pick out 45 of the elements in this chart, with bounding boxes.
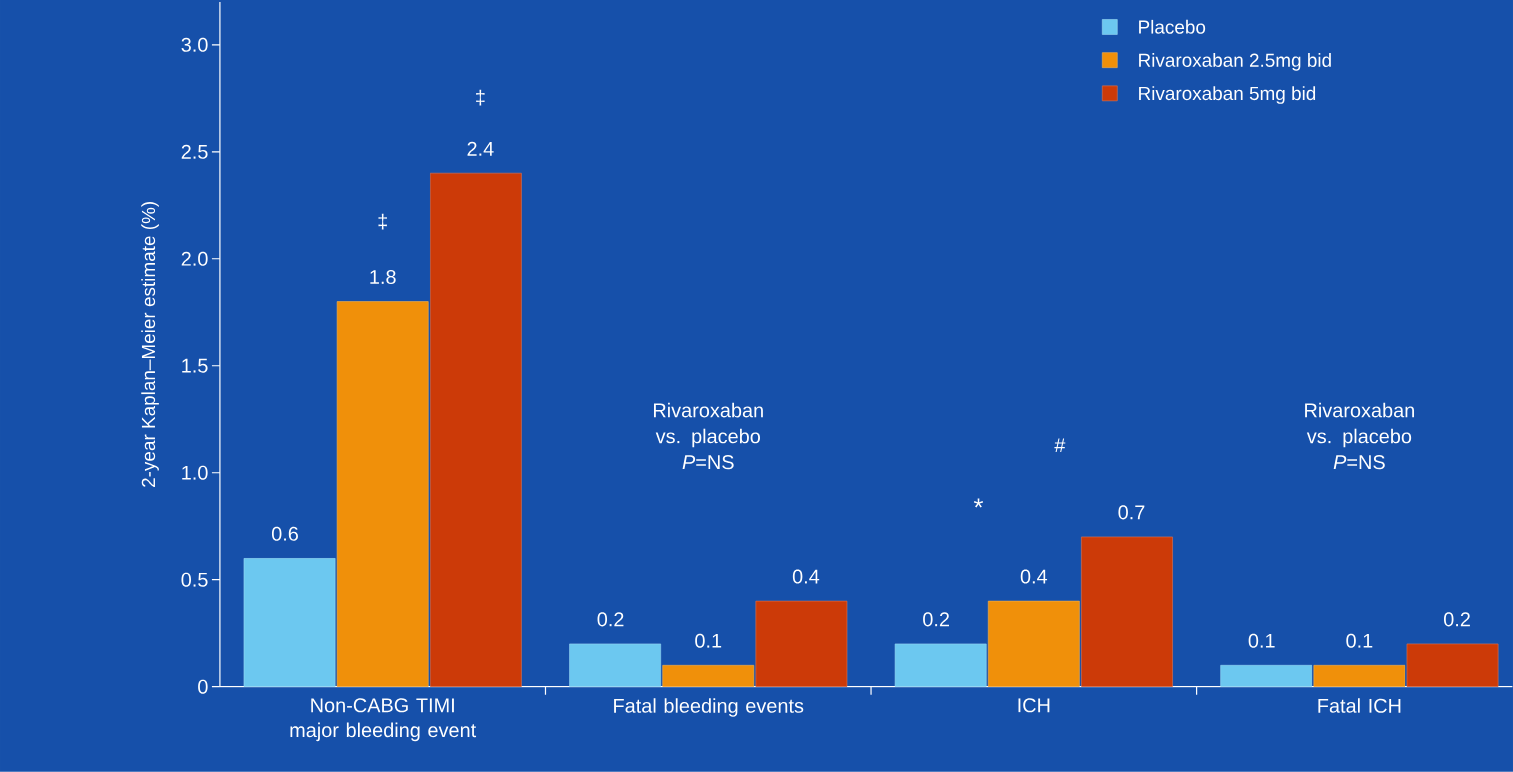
data-label: 0.2 xyxy=(597,612,624,627)
data-label: 0.1 xyxy=(1346,633,1373,648)
legend-label: Rivaroxaban 5mg bid xyxy=(1139,86,1316,105)
y-tick-label: 2.5 xyxy=(181,144,208,159)
data-label: 0.6 xyxy=(271,526,298,541)
data-label: 0.2 xyxy=(923,612,949,627)
annotation: # xyxy=(1054,438,1066,453)
x-tick-label: ICH xyxy=(1018,698,1050,713)
data-label: 0.1 xyxy=(1248,633,1275,648)
annotation: ‡ xyxy=(378,213,387,230)
bar xyxy=(755,600,848,687)
x-tick-label: Fatal ICH xyxy=(1318,698,1401,713)
bar xyxy=(243,558,336,687)
y-tick-label: 3.0 xyxy=(181,37,208,52)
bar xyxy=(429,173,522,687)
y-axis-title: 2-year Kaplan–Meier estimate (%) xyxy=(141,202,159,488)
data-label: 0.4 xyxy=(1020,569,1048,584)
y-tick-label: 0.5 xyxy=(181,572,208,587)
legend-label: Placebo xyxy=(1139,20,1206,34)
annotation: Rivaroxaban vs. placebo P=NS xyxy=(653,402,763,470)
data-label: 0.2 xyxy=(1444,612,1470,627)
bar xyxy=(987,600,1080,687)
data-label: 0.7 xyxy=(1118,505,1145,520)
bar xyxy=(1313,665,1406,687)
bar xyxy=(336,301,429,687)
bar xyxy=(569,643,661,687)
data-label: 1.8 xyxy=(370,270,396,285)
bar xyxy=(894,643,987,687)
data-label: 2.4 xyxy=(467,141,494,156)
y-tick-label: 1.5 xyxy=(182,358,208,373)
data-label: 0.4 xyxy=(792,569,820,584)
legend-label: Rivaroxaban 2.5mg bid xyxy=(1139,53,1331,71)
x-tick-label: Non-CABG TIMI major bleeding event xyxy=(290,698,477,742)
y-tick-label: 0 xyxy=(198,679,208,694)
bar xyxy=(1081,536,1173,687)
bar xyxy=(1220,665,1313,687)
y-tick-label: 2.0 xyxy=(181,251,208,266)
annotation: Rivaroxaban vs. placebo P=NS xyxy=(1305,402,1414,470)
x-tick-label: Fatal bleeding events xyxy=(614,698,804,717)
bar xyxy=(1406,643,1499,687)
data-label: 0.1 xyxy=(695,633,722,648)
annotation: * xyxy=(973,498,984,508)
annotation: ‡ xyxy=(476,89,485,106)
bar xyxy=(662,665,755,687)
y-tick-label: 1.0 xyxy=(182,465,208,480)
